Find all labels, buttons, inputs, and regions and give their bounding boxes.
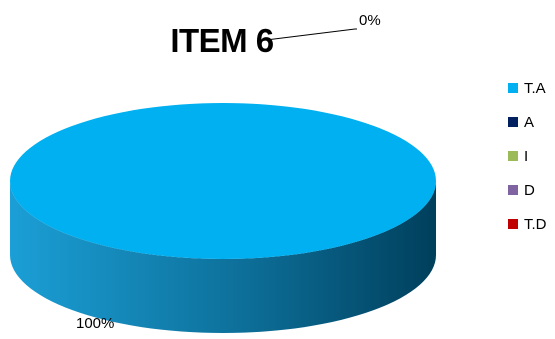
legend-label-i: I (524, 147, 529, 165)
legend-item-a: A (508, 113, 535, 131)
pie-slice-t-a (10, 103, 436, 259)
legend-swatch-t-a (508, 83, 518, 93)
legend-item-i: I (508, 147, 529, 165)
chart-title: ITEM 6 (170, 22, 274, 59)
legend-swatch-t-d (508, 219, 518, 229)
legend-swatch-d (508, 185, 518, 195)
legend-item-t-d: T.D (508, 215, 547, 233)
legend-swatch-a (508, 117, 518, 127)
data-label-t-a: 100% (76, 315, 114, 332)
legend-label-a: A (524, 113, 535, 131)
legend-item-d: D (508, 181, 535, 199)
pie-slice-side-t-a (10, 181, 436, 333)
legend-label-t-d: T.D (524, 215, 547, 233)
legend-label-t-a: T.A (524, 79, 546, 97)
legend-label-d: D (524, 181, 535, 199)
data-label-leader-line (257, 28, 357, 42)
legend-swatch-i (508, 151, 518, 161)
legend-item-t-a: T.A (508, 79, 546, 97)
data-label-a: 0% (359, 12, 381, 29)
